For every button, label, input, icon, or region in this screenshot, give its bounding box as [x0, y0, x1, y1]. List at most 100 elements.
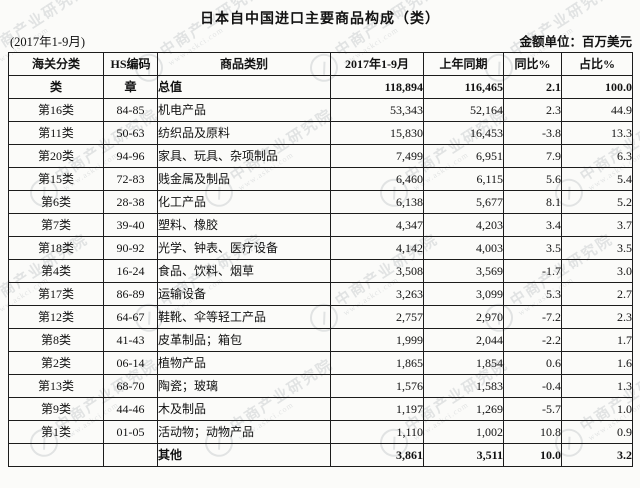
column-header-yoy-percent: 同比%: [503, 52, 562, 76]
cell-share-percent: 5.4: [561, 167, 633, 191]
column-header-hs-code: HS编码: [103, 52, 158, 76]
cell-customs-class: 第7类: [8, 213, 104, 237]
cell-customs-class: 第15类: [8, 167, 104, 191]
column-header-customs-class: 海关分类: [8, 52, 104, 76]
column-header-category: 商品类别: [157, 52, 331, 76]
cell-share-percent: 44.9: [561, 98, 633, 122]
table-row: 第15类 72-83 贱金属及制品 6,460 6,115 5.6 5.4: [8, 167, 633, 191]
cell-prior-period: 3,511: [423, 443, 504, 467]
cell-hs-code: 94-96: [103, 144, 158, 168]
table-meta: (2017年1-9月) 金额单位：百万美元: [10, 34, 632, 50]
cell-current-period: 1,110: [330, 420, 424, 444]
cell-customs-class: 第16类: [8, 98, 104, 122]
cell-customs-class: 第8类: [8, 328, 104, 352]
cell-hs-code: 41-43: [103, 328, 158, 352]
cell-customs-class: 第12类: [8, 305, 104, 329]
cell-share-percent: 13.3: [561, 121, 633, 145]
cell-prior-period: 3,569: [423, 259, 504, 283]
cell-share-percent: 3.0: [561, 259, 633, 283]
cell-category: 食品、饮料、烟草: [157, 259, 331, 283]
cell-customs-class: 第2类: [8, 351, 104, 375]
cell-category: 机电产品: [157, 98, 331, 122]
cell-customs-class: 第1类: [8, 420, 104, 444]
table-row: 第20类 94-96 家具、玩具、杂项制品 7,499 6,951 7.9 6.3: [8, 144, 633, 168]
cell-hs-code: [103, 443, 158, 467]
table-row: 第7类 39-40 塑料、橡胶 4,347 4,203 3.4 3.7: [8, 213, 633, 237]
table-row: 第16类 84-85 机电产品 53,343 52,164 2.3 44.9: [8, 98, 633, 122]
cell-yoy-percent: 10.0: [503, 443, 562, 467]
cell-current-period: 1,999: [330, 328, 424, 352]
cell-current-period: 4,142: [330, 236, 424, 260]
cell-share-percent: 3.5: [561, 236, 633, 260]
cell-hs-code: 28-38: [103, 190, 158, 214]
cell-share-percent: 2.7: [561, 282, 633, 306]
table-row: 第13类 68-70 陶瓷；玻璃 1,576 1,583 -0.4 1.3: [8, 374, 633, 398]
cell-current-period: 6,138: [330, 190, 424, 214]
cell-category: 化工产品: [157, 190, 331, 214]
cell-share-percent: 100.0: [561, 75, 633, 99]
cell-yoy-percent: -3.8: [503, 121, 562, 145]
cell-prior-period: 6,115: [423, 167, 504, 191]
cell-prior-period: 1,583: [423, 374, 504, 398]
cell-current-period: 4,347: [330, 213, 424, 237]
cell-current-period: 15,830: [330, 121, 424, 145]
cell-prior-period: 52,164: [423, 98, 504, 122]
cell-customs-class: 第13类: [8, 374, 104, 398]
cell-prior-period: 3,099: [423, 282, 504, 306]
cell-yoy-percent: 2.3: [503, 98, 562, 122]
cell-yoy-percent: 5.6: [503, 167, 562, 191]
cell-prior-period: 6,951: [423, 144, 504, 168]
cell-current-period: 1,865: [330, 351, 424, 375]
other-row: 其他 3,861 3,511 10.0 3.2: [8, 443, 633, 467]
cell-yoy-percent: 3.5: [503, 236, 562, 260]
cell-category: 家具、玩具、杂项制品: [157, 144, 331, 168]
cell-customs-class: 第17类: [8, 282, 104, 306]
cell-customs-class: [8, 443, 104, 467]
table-row: 第8类 41-43 皮革制品；箱包 1,999 2,044 -2.2 1.7: [8, 328, 633, 352]
cell-hs-code: 72-83: [103, 167, 158, 191]
table-row: 第11类 50-63 纺织品及原料 15,830 16,453 -3.8 13.3: [8, 121, 633, 145]
table-row: 第17类 86-89 运输设备 3,263 3,099 5.3 2.7: [8, 282, 633, 306]
cell-yoy-percent: -5.7: [503, 397, 562, 421]
cell-category: 木及制品: [157, 397, 331, 421]
table-body: 类章总值 118,894 116,465 2.1 100.0 第16类 84-85 机电产品 5…: [8, 75, 633, 467]
cell-prior-period: 116,465: [423, 75, 504, 99]
cell-current-period: 2,757: [330, 305, 424, 329]
cell-customs-class: 第6类: [8, 190, 104, 214]
cell-hs-code: 64-67: [103, 305, 158, 329]
table-row: 第12类 64-67 鞋靴、伞等轻工产品 2,757 2,970 -7.2 2.3: [8, 305, 633, 329]
cell-share-percent: 0.9: [561, 420, 633, 444]
cell-prior-period: 5,677: [423, 190, 504, 214]
cell-customs-class: 第11类: [8, 121, 104, 145]
cell-customs-class: 第9类: [8, 397, 104, 421]
cell-category: 塑料、橡胶: [157, 213, 331, 237]
cell-yoy-percent: 8.1: [503, 190, 562, 214]
cell-share-percent: 1.7: [561, 328, 633, 352]
total-row: 类章总值 118,894 116,465 2.1 100.0: [8, 75, 633, 99]
cell-current-period: 3,861: [330, 443, 424, 467]
cell-category: 皮革制品；箱包: [157, 328, 331, 352]
table-row: 第6类 28-38 化工产品 6,138 5,677 8.1 5.2: [8, 190, 633, 214]
cell-category: 运输设备: [157, 282, 331, 306]
cell-prior-period: 1,269: [423, 397, 504, 421]
cell-hs-code: 01-05: [103, 420, 158, 444]
cell-category: 贱金属及制品: [157, 167, 331, 191]
cell-category: 总值: [157, 75, 331, 99]
cell-yoy-percent: -1.7: [503, 259, 562, 283]
cell-hs-code: 章: [103, 75, 158, 99]
cell-yoy-percent: 7.9: [503, 144, 562, 168]
cell-hs-code: 39-40: [103, 213, 158, 237]
imports-table: 海关分类 HS编码 商品类别 2017年1-9月 上年同期 同比% 占比% 类章…: [8, 52, 633, 467]
cell-category: 光学、钟表、医疗设备: [157, 236, 331, 260]
cell-hs-code: 16-24: [103, 259, 158, 283]
cell-yoy-percent: -0.4: [503, 374, 562, 398]
cell-hs-code: 90-92: [103, 236, 158, 260]
cell-current-period: 3,508: [330, 259, 424, 283]
cell-customs-class: 第4类: [8, 259, 104, 283]
cell-hs-code: 68-70: [103, 374, 158, 398]
cell-current-period: 1,576: [330, 374, 424, 398]
cell-share-percent: 3.2: [561, 443, 633, 467]
cell-customs-class: 第20类: [8, 144, 104, 168]
cell-yoy-percent: -7.2: [503, 305, 562, 329]
